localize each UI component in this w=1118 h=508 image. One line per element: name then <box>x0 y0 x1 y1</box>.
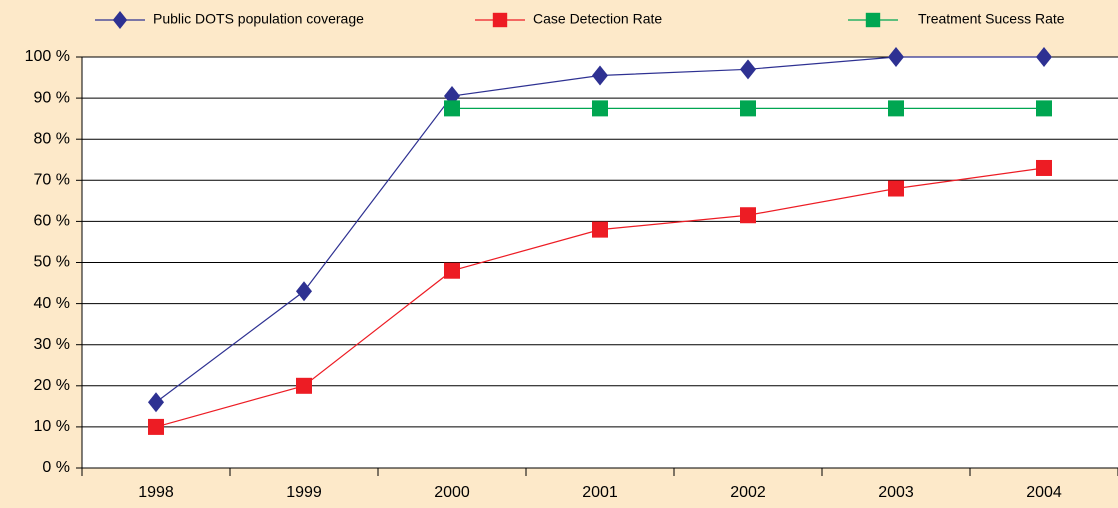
x-tick-label: 2003 <box>878 484 914 501</box>
y-tick-label: 50 % <box>34 254 70 271</box>
legend-label: Case Detection Rate <box>533 11 662 27</box>
marker <box>296 377 312 394</box>
marker <box>1036 47 1052 67</box>
y-tick-label: 20 % <box>34 377 70 394</box>
marker <box>888 100 904 117</box>
x-tick-label: 1999 <box>286 484 322 501</box>
x-tick-label: 2002 <box>730 484 766 501</box>
marker <box>592 65 608 86</box>
marker <box>148 392 164 413</box>
marker <box>1036 159 1052 176</box>
y-tick-label: 70 % <box>34 172 70 189</box>
marker <box>592 100 608 117</box>
marker <box>740 100 756 117</box>
marker <box>1036 100 1052 117</box>
x-tick-label: 2001 <box>582 484 618 501</box>
y-tick-label: 80 % <box>34 130 70 147</box>
y-tick-label: 60 % <box>34 213 70 230</box>
marker <box>888 47 904 67</box>
x-tick-label: 2004 <box>1026 484 1062 501</box>
marker <box>740 207 756 224</box>
y-tick-label: 40 % <box>34 295 70 312</box>
y-tick-label: 30 % <box>34 336 70 353</box>
legend-label: Treatment Sucess Rate <box>918 11 1065 27</box>
marker <box>148 418 164 435</box>
marker <box>112 11 128 29</box>
marker <box>888 180 904 197</box>
marker <box>740 59 756 80</box>
y-tick-label: 90 % <box>34 89 70 106</box>
marker <box>444 262 460 279</box>
marker <box>444 100 460 117</box>
y-tick-label: 0 % <box>42 459 70 476</box>
marker <box>296 281 312 302</box>
marker <box>492 12 508 28</box>
x-tick-label: 2000 <box>434 484 470 501</box>
y-tick-label: 10 % <box>34 418 70 435</box>
marker <box>592 221 608 238</box>
y-tick-label: 100 % <box>25 48 70 65</box>
marker <box>865 12 881 28</box>
x-tick-label: 1998 <box>138 484 174 501</box>
legend-label: Public DOTS population coverage <box>153 11 364 27</box>
